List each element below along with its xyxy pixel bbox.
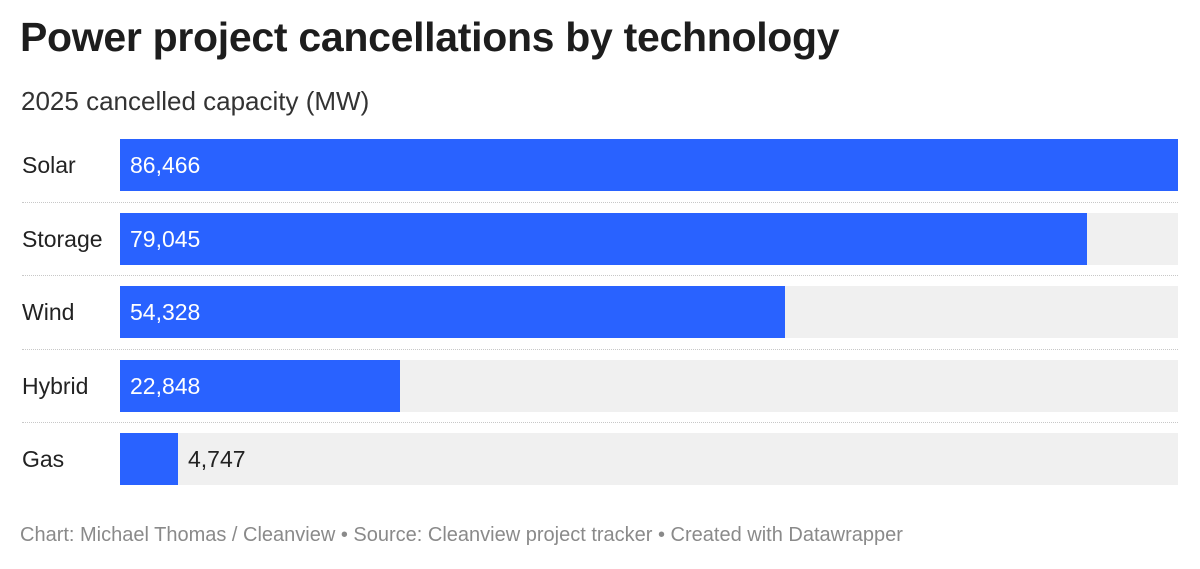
bar-row-storage: Storage 79,045	[0, 211, 1200, 267]
row-separator	[22, 201, 1178, 203]
row-separator	[22, 275, 1178, 276]
bar-gas	[120, 433, 178, 485]
bar-track-wind: 54,328	[120, 286, 1178, 338]
value-label-gas: 4,747	[188, 446, 246, 472]
bar-solar	[120, 139, 1178, 191]
bar-row-wind: Wind 54,328	[0, 284, 1200, 340]
bar-row-gas: Gas 4,747	[0, 431, 1200, 487]
value-label-solar: 86,466	[130, 152, 201, 178]
category-label-wind: Wind	[22, 299, 75, 325]
chart-title: Power project cancellations by technolog…	[20, 14, 840, 60]
bar-track-gas: 4,747	[120, 433, 1178, 485]
chart-subtitle: 2025 cancelled capacity (MW)	[21, 86, 370, 116]
bar-track-solar: 86,466	[120, 139, 1178, 191]
value-label-wind: 54,328	[130, 299, 201, 325]
row-separator	[22, 422, 1178, 423]
bar-storage	[120, 212, 1087, 265]
bar-hybrid	[120, 359, 400, 412]
value-label-storage: 79,045	[130, 225, 201, 252]
bar-track-storage: 79,045	[120, 212, 1178, 265]
row-separator	[22, 348, 1178, 350]
category-label-storage: Storage	[22, 225, 103, 252]
value-label-hybrid: 22,848	[130, 372, 201, 399]
category-label-hybrid: Hybrid	[22, 372, 89, 399]
bar-track-hybrid: 22,848	[120, 359, 1178, 412]
bar-chart: Solar 86,466 Storage 79,045 Wind 54,328 Hybrid…	[0, 137, 1200, 487]
category-label-solar: Solar	[22, 152, 76, 178]
chart-footer: Chart: Michael Thomas / Cleanview • Sour…	[20, 524, 903, 546]
category-label-gas: Gas	[22, 446, 65, 472]
bar-wind	[120, 286, 785, 338]
bar-row-hybrid: Hybrid 22,848	[0, 358, 1200, 414]
bar-row-solar: Solar 86,466	[0, 137, 1200, 193]
